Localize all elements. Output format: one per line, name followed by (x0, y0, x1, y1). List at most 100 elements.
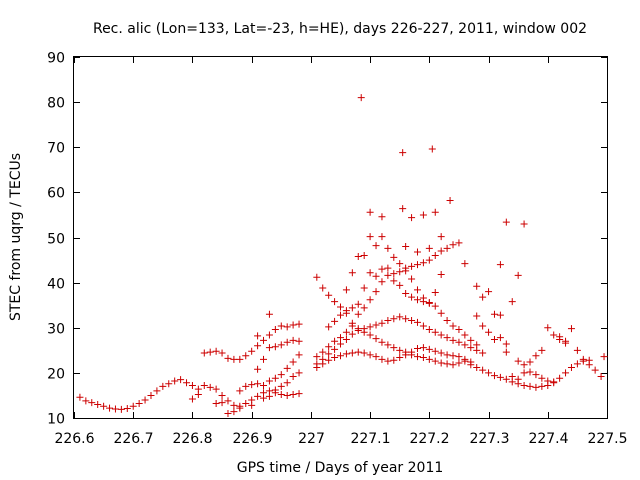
data-point (384, 244, 392, 252)
data-point (585, 356, 593, 364)
data-point (271, 343, 279, 351)
data-point (461, 331, 469, 339)
data-point (496, 334, 504, 342)
data-point (265, 310, 273, 318)
data-point (573, 360, 581, 368)
data-point (147, 391, 155, 399)
data-point (295, 351, 303, 359)
data-point (455, 326, 463, 334)
data-point (265, 377, 273, 385)
data-point (354, 326, 362, 334)
data-point (573, 346, 581, 354)
plot-border (73, 56, 608, 419)
data-point (76, 393, 84, 401)
data-point (313, 273, 321, 281)
data-point (413, 353, 421, 361)
data-point (254, 332, 262, 340)
data-point (455, 359, 463, 367)
data-point (550, 331, 558, 339)
data-point (384, 317, 392, 325)
data-point (254, 342, 262, 350)
x-tick-label: 226.9 (232, 431, 272, 447)
data-point (224, 409, 232, 417)
x-tick-label: 227.5 (587, 431, 627, 447)
y-axis: 10 20 30 40 50 60 70 80 90 (47, 51, 607, 428)
data-point (378, 265, 386, 273)
data-point (319, 284, 327, 292)
data-point (490, 335, 498, 343)
data-point (295, 390, 303, 398)
y-axis-label: STEC from uqrg / TECUs (8, 153, 24, 321)
data-point (443, 334, 451, 342)
data-point (357, 94, 365, 102)
data-point (283, 364, 291, 372)
data-point (419, 322, 427, 330)
data-point (283, 379, 291, 387)
data-point (425, 326, 433, 334)
data-point (242, 382, 250, 390)
data-point (194, 391, 202, 399)
data-point (366, 208, 374, 216)
data-point (82, 397, 90, 405)
data-point (419, 354, 427, 362)
data-point (502, 340, 510, 348)
data-point (538, 346, 546, 354)
data-point (384, 271, 392, 279)
data-point (236, 387, 244, 395)
data-point (218, 391, 226, 399)
data-point (479, 293, 487, 301)
plot-frame (73, 56, 608, 419)
data-point (372, 353, 380, 361)
data-point (479, 349, 487, 357)
data-point (490, 310, 498, 318)
data-point (319, 348, 327, 356)
data-point (467, 336, 475, 344)
data-point (502, 218, 510, 226)
data-point (342, 350, 350, 358)
data-point (354, 348, 362, 356)
data-point (425, 298, 433, 306)
data-point (230, 408, 238, 416)
data-point (425, 345, 433, 353)
data-point (449, 241, 457, 249)
data-point (159, 382, 167, 390)
data-point (372, 242, 380, 250)
data-point (408, 317, 416, 325)
data-point (502, 375, 510, 383)
data-point (319, 355, 327, 363)
data-point (419, 344, 427, 352)
data-point (342, 307, 350, 315)
data-point (514, 357, 522, 365)
data-point (271, 326, 279, 334)
data-point (277, 382, 285, 390)
data-point (443, 244, 451, 252)
data-point (295, 369, 303, 377)
data-point (396, 313, 404, 321)
data-point (265, 392, 273, 400)
data-point (200, 349, 208, 357)
data-point (372, 272, 380, 280)
data-point (230, 401, 238, 409)
data-point (384, 341, 392, 349)
data-point (141, 396, 149, 404)
data-point (431, 208, 439, 216)
y-tick-label: 60 (47, 186, 65, 202)
data-point (390, 270, 398, 278)
y-tick-label: 80 (47, 96, 65, 112)
data-point (254, 380, 262, 388)
data-point (485, 328, 493, 336)
data-point (455, 338, 463, 346)
x-tick-label: 226.6 (54, 431, 94, 447)
data-point (443, 317, 451, 325)
data-point (591, 366, 599, 374)
data-point (248, 347, 256, 355)
data-point (461, 260, 469, 268)
data-point (399, 205, 407, 213)
data-point (378, 338, 386, 346)
data-point (402, 289, 410, 297)
data-point (360, 252, 368, 260)
data-point (396, 346, 404, 354)
data-point (396, 268, 404, 276)
data-point (218, 399, 226, 407)
data-point (514, 375, 522, 383)
